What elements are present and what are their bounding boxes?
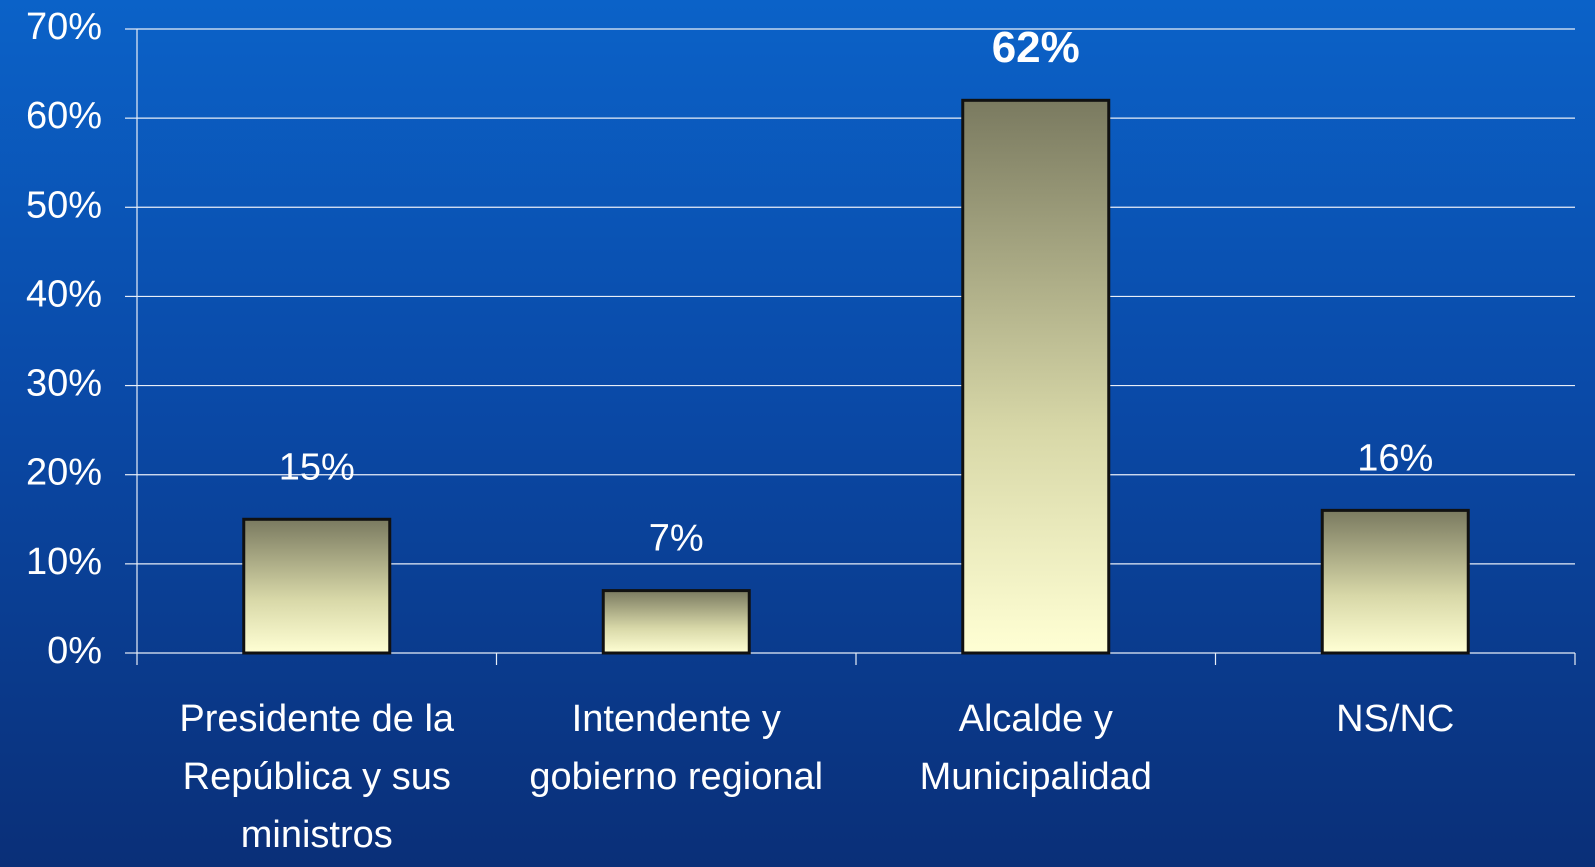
y-tick-label: 10%	[26, 541, 102, 583]
value-label: 15%	[279, 446, 355, 488]
value-label: 7%	[649, 518, 704, 560]
y-tick-label: 50%	[26, 184, 102, 226]
bar	[1320, 508, 1470, 655]
x-tick-label: Presidente de la República y sus ministr…	[179, 698, 455, 856]
y-tick-label: 30%	[26, 363, 102, 405]
x-tick-label: Intendente y gobierno regional	[529, 698, 824, 798]
value-label: 62%	[992, 23, 1080, 72]
x-tick-label: NS/NC	[1336, 698, 1455, 740]
y-tick-label: 70%	[26, 6, 102, 48]
y-tick-label: 20%	[26, 452, 102, 494]
value-label: 16%	[1357, 437, 1433, 479]
bar	[242, 517, 392, 655]
y-tick-label: 60%	[26, 95, 102, 137]
bar	[601, 589, 751, 655]
x-tick-label: Alcalde y Municipalidad	[919, 698, 1152, 798]
y-tick-label: 40%	[26, 273, 102, 315]
bar	[961, 98, 1111, 655]
y-tick-label: 0%	[47, 630, 102, 672]
